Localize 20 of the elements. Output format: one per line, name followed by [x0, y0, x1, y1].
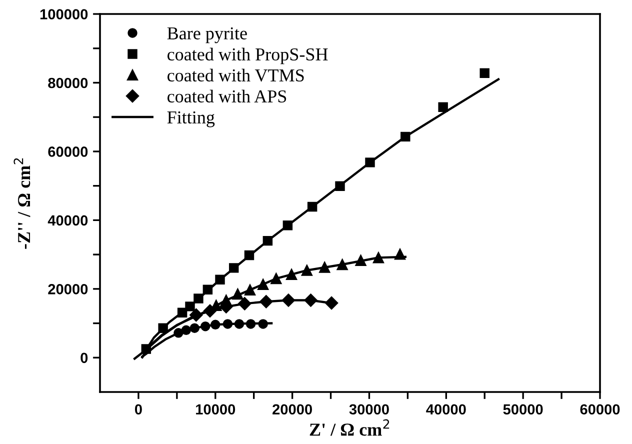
x-tick-label: 10000: [196, 404, 236, 415]
legend-label: Bare pyrite: [167, 27, 247, 44]
legend-label: Fitting: [167, 111, 215, 128]
x-tick-label: 0: [134, 404, 142, 415]
y-tick-label: 100000: [40, 9, 88, 20]
y-tick-label: 60000: [48, 146, 88, 157]
legend-label: coated with APS: [167, 90, 286, 102]
y-tick-label: 20000: [48, 284, 88, 294]
x-tick-label: 60000: [580, 404, 620, 415]
x-tick-label: 50000: [503, 404, 543, 415]
y-axis-title: -Z'' / Ω cm$^{2}$: [14, 158, 30, 249]
legend-label: coated with VTMS: [167, 68, 304, 82]
y-tick-label: 0: [80, 352, 88, 364]
legend-label: coated with PropS-SH: [167, 48, 328, 64]
y-tick-label: 40000: [48, 215, 88, 226]
x-tick-label: 20000: [272, 404, 312, 415]
x-axis-title: Z' / Ω cm$^{2}$: [310, 419, 390, 436]
y-tick-label: 80000: [48, 78, 88, 88]
x-tick-label: 30000: [349, 404, 389, 415]
x-tick-label: 40000: [426, 404, 466, 415]
